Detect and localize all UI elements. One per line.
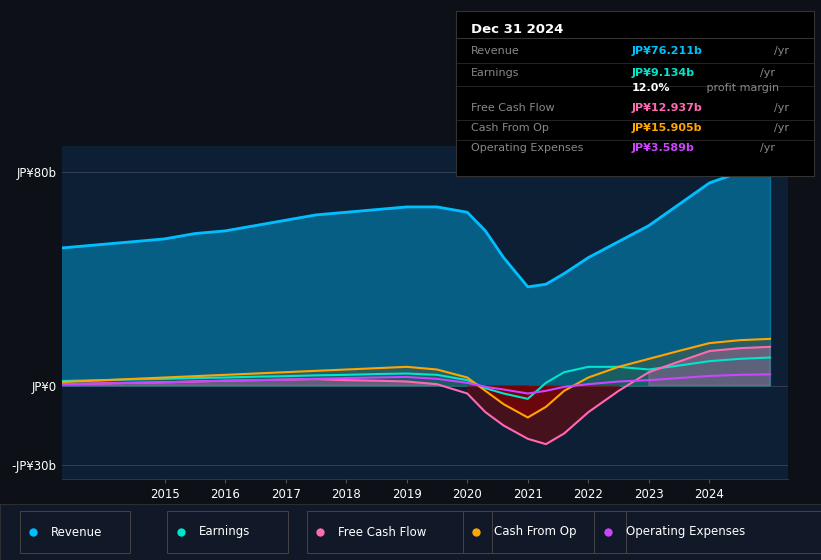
Text: /yr: /yr [760, 143, 775, 152]
Text: JP¥3.589b: JP¥3.589b [631, 143, 695, 152]
Text: /yr: /yr [774, 103, 789, 113]
Bar [463, 511, 626, 553]
Text: Free Cash Flow: Free Cash Flow [470, 103, 554, 113]
Text: Dec 31 2024: Dec 31 2024 [470, 23, 563, 36]
Text: /yr: /yr [760, 68, 775, 78]
Bar [307, 511, 492, 553]
Text: Revenue: Revenue [51, 525, 103, 539]
Text: JP¥12.937b: JP¥12.937b [631, 103, 702, 113]
Text: /yr: /yr [774, 123, 789, 133]
Bar [20, 511, 130, 553]
Text: Earnings: Earnings [199, 525, 250, 539]
Text: profit margin: profit margin [703, 83, 779, 93]
Text: JP¥76.211b: JP¥76.211b [631, 46, 702, 56]
Text: Operating Expenses: Operating Expenses [626, 525, 745, 539]
Text: Cash From Op: Cash From Op [494, 525, 576, 539]
Text: /yr: /yr [774, 46, 789, 56]
Bar [594, 511, 821, 553]
Text: Earnings: Earnings [470, 68, 519, 78]
Text: JP¥15.905b: JP¥15.905b [631, 123, 702, 133]
Text: JP¥9.134b: JP¥9.134b [631, 68, 695, 78]
Text: Operating Expenses: Operating Expenses [470, 143, 583, 152]
Text: 12.0%: 12.0% [631, 83, 670, 93]
Text: Revenue: Revenue [470, 46, 520, 56]
Text: Free Cash Flow: Free Cash Flow [338, 525, 427, 539]
Bar [167, 511, 288, 553]
Text: Cash From Op: Cash From Op [470, 123, 548, 133]
